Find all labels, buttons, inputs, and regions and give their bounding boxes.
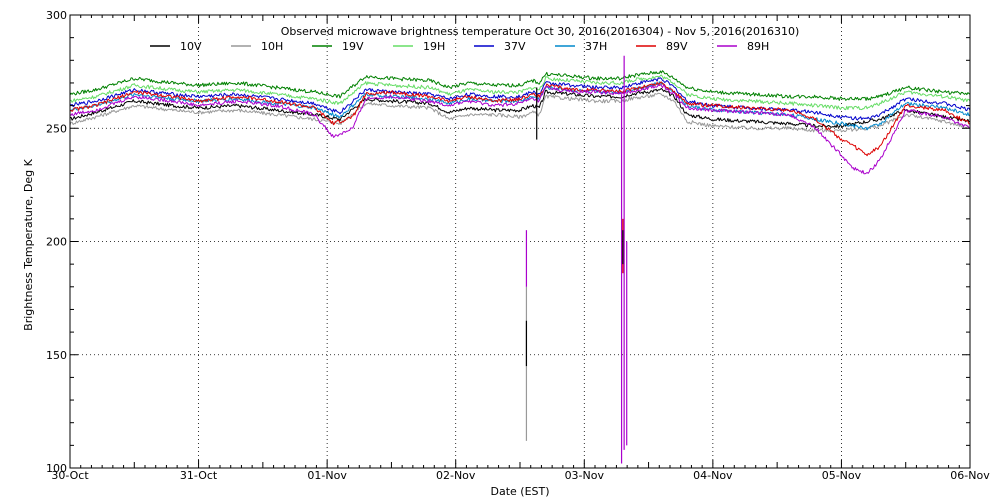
x-tick-label: 05-Nov — [822, 469, 862, 482]
y-tick-label: 200 — [46, 236, 67, 249]
y-axis-label: Brightness Temperature, Deg K — [22, 158, 35, 330]
series-line-10h — [69, 92, 971, 133]
legend-label-19h: 19H — [423, 40, 445, 53]
x-tick-label: 30-Oct — [51, 469, 89, 482]
x-axis-label: Date (EST) — [490, 485, 549, 498]
series-line-37v — [69, 77, 971, 121]
series-lines — [69, 55, 971, 464]
series-line-19v — [69, 70, 971, 101]
x-tick-label: 03-Nov — [565, 469, 605, 482]
legend-label-89h: 89H — [747, 40, 769, 53]
series-line-10v — [69, 88, 971, 129]
x-tick-label: 02-Nov — [436, 469, 476, 482]
series-line-89h — [69, 84, 971, 175]
legend-label-19v: 19V — [342, 40, 364, 53]
legend-label-10h: 10H — [261, 40, 283, 53]
legend-label-89v: 89V — [666, 40, 688, 53]
legend-label-37h: 37H — [585, 40, 607, 53]
y-tick-label: 300 — [46, 9, 67, 22]
x-tick-label: 31-Oct — [180, 469, 218, 482]
legend-label-10v: 10V — [180, 40, 202, 53]
series-line-19h — [69, 74, 971, 111]
x-tick-label: 01-Nov — [307, 469, 347, 482]
legend-label-37v: 37V — [504, 40, 526, 53]
x-tick-label: 04-Nov — [693, 469, 733, 482]
series-line-89v — [69, 81, 971, 157]
y-tick-label: 100 — [46, 462, 67, 475]
y-tick-label: 150 — [46, 349, 67, 362]
y-tick-label: 250 — [46, 122, 67, 135]
chart-title: Observed microwave brightness temperatur… — [281, 25, 799, 38]
axis-ticks — [69, 14, 971, 469]
grid — [70, 15, 970, 468]
legend: 10V 10H 19V 19H 37V 37H 89V 89H — [150, 40, 769, 53]
x-tick-label: 06-Nov — [950, 469, 990, 482]
tick-labels: 30-Oct 31-Oct 01-Nov 02-Nov 03-Nov 04-Nov 05-N… — [46, 9, 990, 482]
